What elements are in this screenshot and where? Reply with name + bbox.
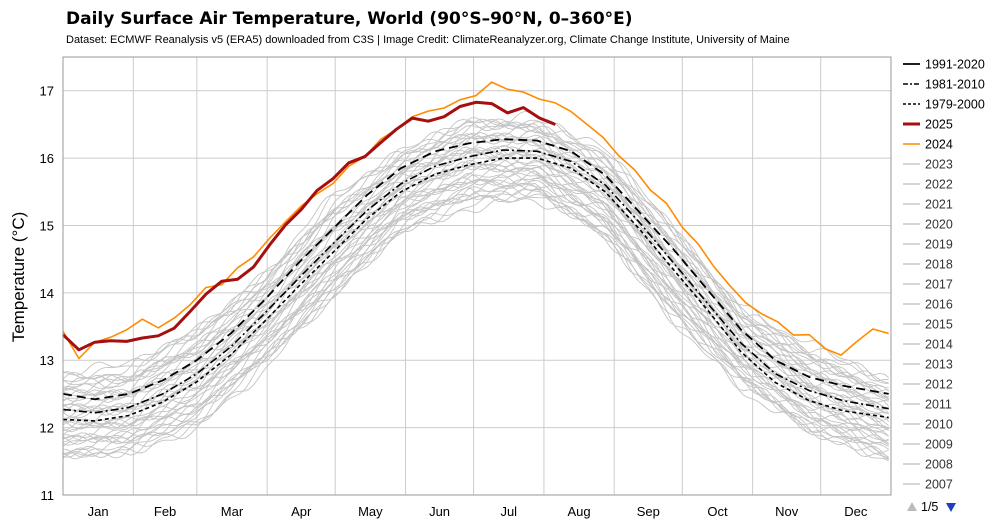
y-tick-label: 11 [41,488,55,503]
y-tick-label: 13 [40,353,54,368]
gray-year-line [62,130,889,394]
gray-year-line [62,182,889,456]
triangle-down-icon[interactable] [946,503,956,512]
x-tick-label: Jan [88,504,109,519]
x-tick-label: Mar [221,504,244,519]
gray-year-line [62,132,889,402]
y-tick-label: 14 [40,286,54,301]
legend-label: 2008 [925,458,953,472]
gray-year-line [62,121,889,391]
gray-year-line [62,117,889,391]
y-axis-label: Temperature (°C) [9,212,28,343]
legend-label: 1991-2020 [925,58,985,72]
x-tick-label: Feb [154,504,176,519]
x-tick-label: Oct [707,504,728,519]
gray-year-line [62,186,889,457]
legend-label: 2017 [925,278,953,292]
y-tick-label: 17 [40,84,54,99]
legend-label: 2025 [925,118,953,132]
gray-year-line [62,123,890,392]
legend-label: 2020 [925,218,953,232]
legend-label: 2011 [925,398,952,412]
gray-year-line [62,147,889,420]
legend-label: 2021 [925,198,953,212]
x-tick-label: Aug [568,504,591,519]
legend: 1991-2020 1981-2010 1979-2000 2025 2024 2023 2… [903,58,985,492]
chart-title: Daily Surface Air Temperature, World (90… [66,9,633,29]
y-tick-label: 15 [40,218,54,233]
y-tick-label: 12 [40,421,54,436]
gray-year-line [62,189,889,460]
triangle-up-icon[interactable] [907,502,917,511]
gray-year-line [62,147,889,412]
y-axis-ticks: 11 12 13 14 15 16 17 [40,84,54,503]
gray-year-line [62,161,889,433]
gray-year-line [62,132,889,398]
x-tick-label: Apr [291,504,312,519]
x-tick-label: Jul [500,504,517,519]
series-line-1991-2020 [62,138,889,401]
gray-year-line [62,146,889,419]
series-line-1981-2010 [62,149,889,414]
legend-label: 2014 [925,338,953,352]
gray-year-line [62,145,889,415]
legend-label: 2018 [925,258,953,272]
series-line-1979-2000 [62,157,889,422]
legend-page-label: 1/5 [921,500,938,514]
series-lines [61,81,889,422]
series-line-2025 [61,100,556,352]
gray-year-line [62,174,889,443]
legend-label: 2009 [925,438,953,452]
plot-frame [62,56,892,496]
x-tick-label: Jun [429,504,450,519]
y-tick-label: 16 [40,151,54,166]
legend-label: 2023 [925,158,953,172]
x-tick-label: Nov [775,504,799,519]
legend-label: 2013 [925,358,953,372]
legend-label: 2016 [925,298,953,312]
legend-label: 2024 [925,138,953,152]
gray-year-line [62,182,889,448]
background-years-lines [62,110,890,462]
gray-year-line [62,159,889,428]
legend-label: 2010 [925,418,953,432]
gray-year-line [62,172,889,446]
chart-subtitle: Dataset: ECMWF Reanalysis v5 (ERA5) down… [66,34,790,46]
legend-label: 1979-2000 [925,98,985,112]
gray-year-line [62,198,889,460]
gray-year-line [62,118,889,399]
x-tick-label: Sep [637,504,660,519]
legend-label: 2007 [925,478,953,492]
legend-label: 2012 [925,378,953,392]
legend-label: 2022 [925,178,953,192]
x-tick-label: Dec [844,504,868,519]
legend-label: 2015 [925,318,953,332]
gray-year-line [62,167,890,437]
series-line-2024 [62,81,889,360]
x-axis-ticks: Jan Feb Mar Apr May Jun Jul Aug Sep Oct Nov Dec [88,504,868,519]
gray-year-line [62,118,889,385]
x-tick-label: May [358,504,383,519]
gray-year-line [62,181,889,450]
legend-label: 2019 [925,238,953,252]
legend-pager[interactable]: 1/5 [907,500,956,514]
legend-label: 1981-2010 [925,78,985,92]
gray-year-line [62,167,889,435]
grid [63,57,891,496]
